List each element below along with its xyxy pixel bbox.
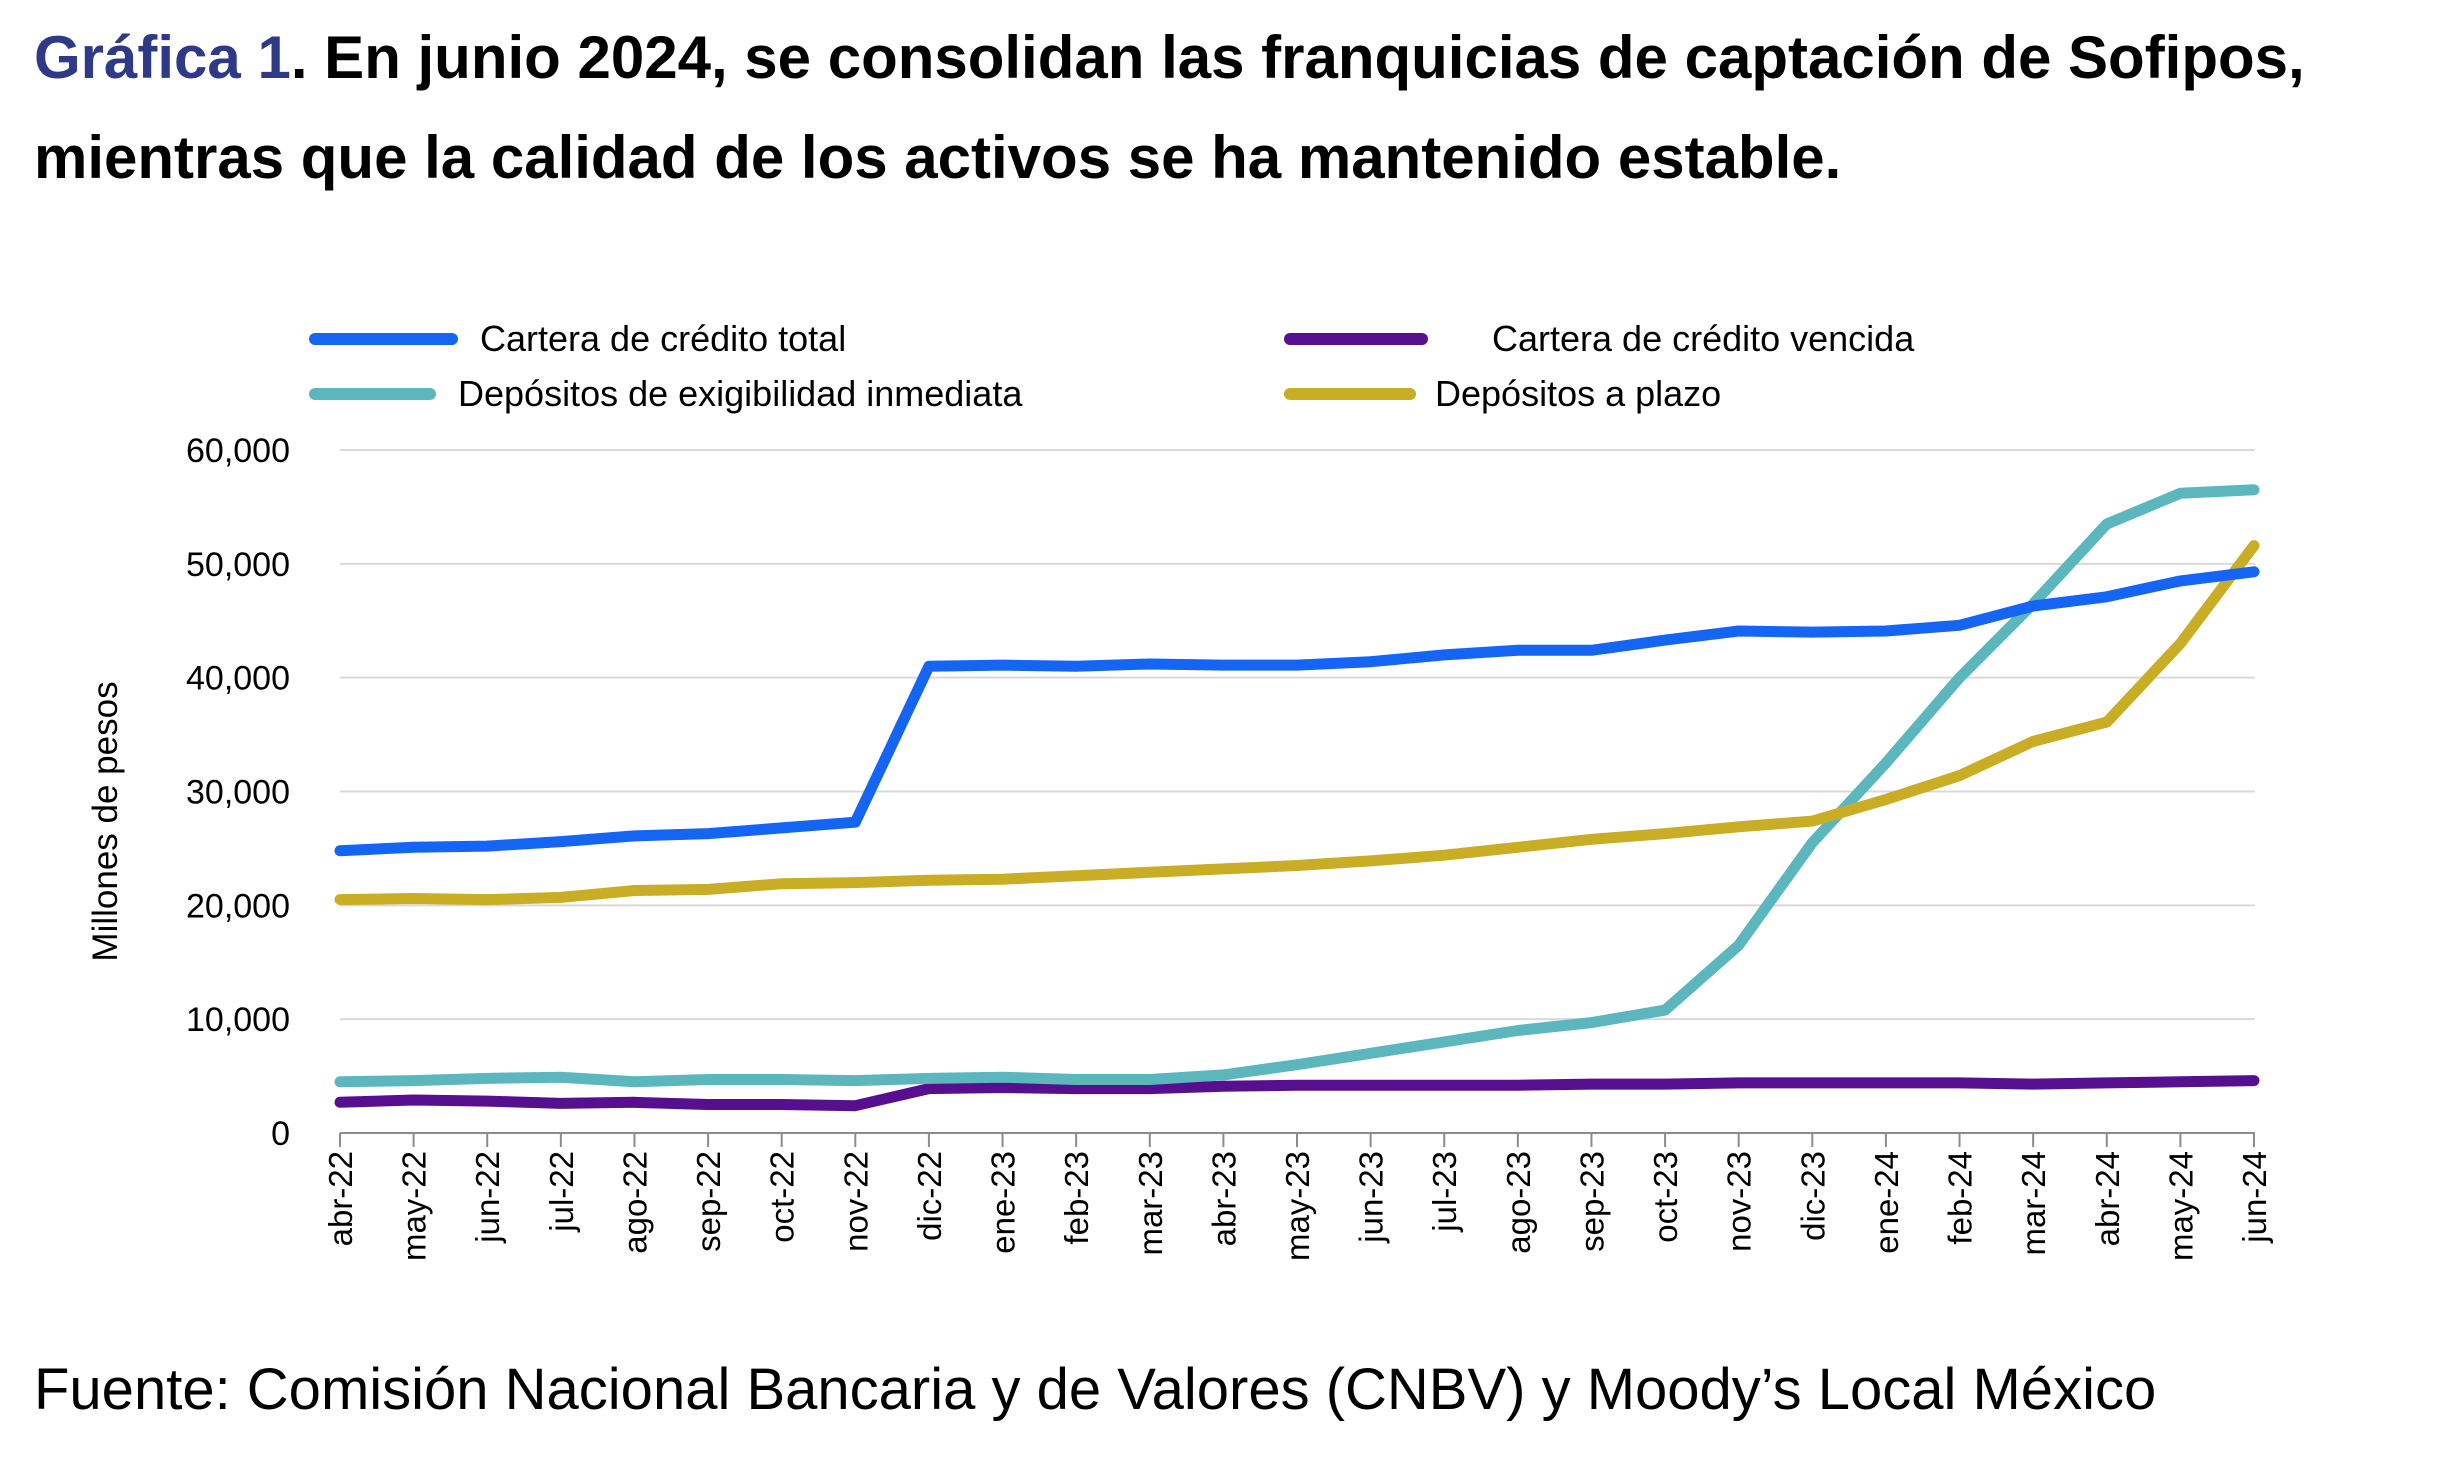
x-tick-label: ago-22 [616,1151,653,1254]
x-tick-label: ene-23 [985,1151,1022,1254]
x-tick-label: jul-23 [1426,1151,1463,1233]
series-line [334,484,2260,1088]
legend-label: Cartera de crédito vencida [1492,318,1915,359]
y-tick-label: 50,000 [186,546,290,584]
x-tick-label: jul-22 [543,1151,580,1233]
y-tick-label: 10,000 [186,1001,290,1039]
y-tick-label: 20,000 [186,887,290,925]
x-tick-label: oct-22 [764,1151,801,1243]
figure-number: Gráfica 1 [34,24,291,91]
x-tick-label: mar-24 [2015,1151,2052,1256]
source-note: Fuente: Comisión Nacional Bancaria y de … [34,1357,2157,1422]
figure-title: . En junio 2024, se consolidan las franq… [34,24,2305,191]
x-tick-label: ago-23 [1500,1151,1537,1254]
x-tick-label: abr-24 [2089,1151,2126,1246]
y-tick-label: 30,000 [186,774,290,812]
x-tick-label: nov-23 [1721,1151,1758,1252]
series-line [334,566,2260,857]
x-tick-label: jun-22 [469,1151,506,1244]
legend-label: Depósitos a plazo [1435,373,1721,414]
x-tick-label: may-23 [1279,1151,1316,1261]
chart-title-block: Gráfica 1. En junio 2024, se consolidan … [34,8,2434,208]
x-tick-label: jun-24 [2236,1151,2273,1244]
x-tick-label: mar-23 [1132,1151,1169,1256]
x-tick-label: abr-23 [1205,1151,1242,1246]
legend-label: Cartera de crédito total [480,318,846,359]
x-tick-label: oct-23 [1647,1151,1684,1243]
x-tick-label: jun-23 [1353,1151,1390,1244]
x-tick-label: dic-22 [911,1151,948,1241]
legend-label: Depósitos de exigibilidad inmediata [458,373,1023,414]
series-line [334,540,2260,906]
x-tick-label: nov-22 [837,1151,874,1252]
x-tick-label: feb-24 [1942,1151,1979,1245]
x-tick-label: abr-22 [322,1151,359,1246]
x-tick-label: sep-23 [1573,1151,1610,1252]
y-tick-label: 60,000 [186,432,290,470]
x-tick-label: ene-24 [1868,1151,1905,1254]
x-tick-label: sep-22 [690,1151,727,1252]
x-tick-label: dic-23 [1794,1151,1831,1241]
x-tick-label: may-24 [2162,1151,2199,1261]
x-tick-label: feb-23 [1058,1151,1095,1245]
y-tick-label: 0 [271,1115,290,1153]
y-axis-label: Millones de pesos [86,681,125,961]
series-line [334,1075,2260,1112]
y-tick-label: 40,000 [186,660,290,698]
x-tick-label: may-22 [396,1151,433,1261]
